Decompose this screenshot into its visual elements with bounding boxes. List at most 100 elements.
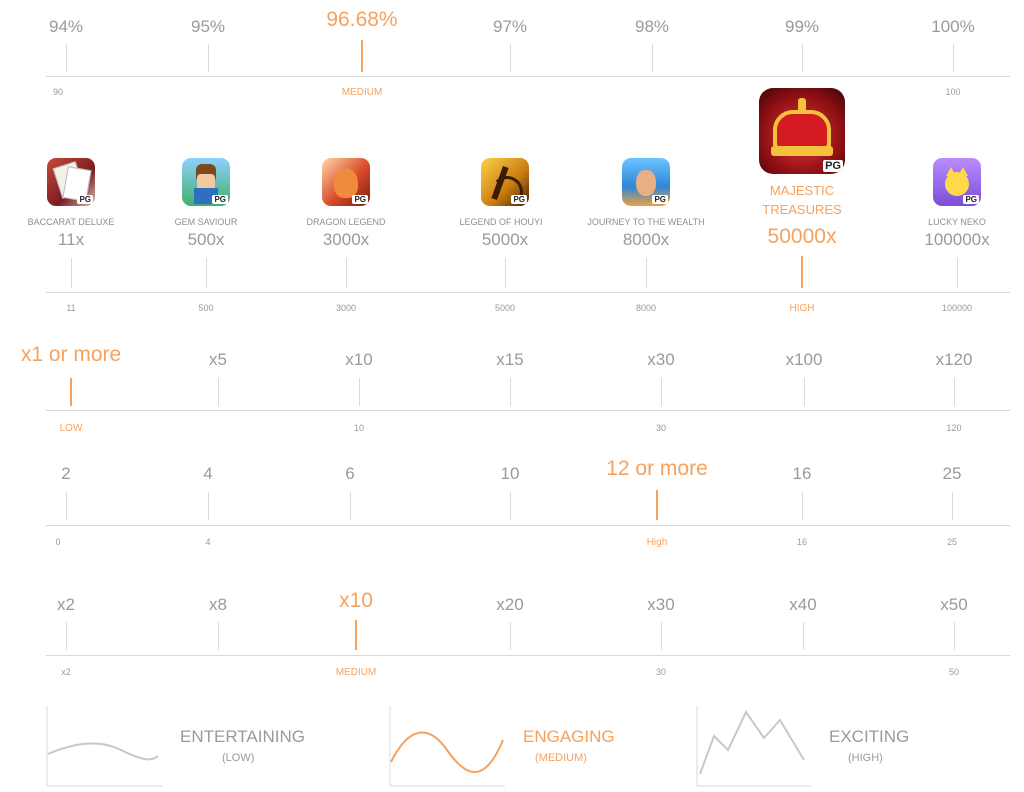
axis-label: 30 — [655, 423, 667, 433]
game-value: 11x — [57, 230, 85, 249]
axis-line — [46, 655, 1010, 656]
axis-label: 3000 — [335, 303, 357, 313]
tick — [804, 378, 805, 406]
rtp-label-100: 100% — [931, 17, 975, 36]
row3-label: x5 — [209, 350, 227, 369]
axis-label-left: 90 — [52, 87, 64, 97]
axis-label-medium: MEDIUM — [341, 87, 383, 98]
row4-label-highlight: 12 or more — [606, 457, 708, 480]
tick — [661, 378, 662, 406]
tick — [346, 258, 347, 288]
row3-label: x10 — [345, 350, 373, 369]
game-name-baccarat: BACCARAT DELUXE — [27, 217, 115, 227]
tick-highlight — [656, 490, 658, 520]
legend-sub-low: (LOW) — [222, 752, 255, 764]
tick — [952, 492, 953, 520]
axis-label: 50 — [948, 667, 960, 677]
row5-label: x20 — [496, 595, 524, 614]
row4-label: 16 — [792, 464, 812, 483]
tick — [661, 622, 662, 650]
tick — [510, 622, 511, 650]
legend-of-houyi-icon[interactable]: PG — [481, 158, 529, 206]
tick-highlight — [801, 256, 803, 288]
axis-label: x2 — [61, 667, 71, 677]
game-name-gem-saviour: GEM SAVIOUR — [174, 217, 238, 227]
axis-line — [46, 410, 1010, 411]
tick — [218, 378, 219, 406]
majestic-treasures-icon[interactable]: PG — [759, 88, 845, 174]
tick — [71, 258, 72, 288]
tick — [350, 492, 351, 520]
row4-label: 4 — [203, 464, 213, 483]
axis-label: 0 — [55, 537, 61, 547]
axis-label: 5000 — [494, 303, 516, 313]
axis-label: 11 — [66, 303, 76, 313]
tick — [510, 492, 511, 520]
row4-label: 6 — [345, 464, 355, 483]
axis-line — [46, 525, 1010, 526]
axis-label: 8000 — [635, 303, 657, 313]
tick — [66, 44, 67, 72]
tick — [957, 258, 958, 288]
row5-label: x2 — [57, 595, 75, 614]
tick — [953, 44, 954, 72]
row4-label: 2 — [61, 464, 71, 483]
low-volatility-wave-icon — [46, 706, 162, 787]
tick — [510, 44, 511, 72]
tick-highlight — [355, 620, 357, 650]
axis-label-right: 100 — [945, 87, 961, 97]
rtp-label-94: 94% — [48, 17, 84, 36]
dragon-legend-icon[interactable]: PG — [322, 158, 370, 206]
row4-label: 25 — [942, 464, 962, 483]
tick-highlight — [70, 378, 72, 406]
rtp-label-99: 99% — [784, 17, 820, 36]
tick — [359, 378, 360, 406]
axis-label-high: High — [646, 537, 668, 548]
row3-label-highlight: x1 or more — [20, 343, 122, 366]
axis-label: 25 — [946, 537, 958, 547]
medium-volatility-wave-icon — [389, 706, 505, 787]
tick — [208, 492, 209, 520]
tick — [206, 258, 207, 288]
axis-label: 30 — [655, 667, 667, 677]
game-name-lucky-neko: LUCKY NEKO — [928, 217, 986, 227]
row4-label: 10 — [500, 464, 520, 483]
game-name-houyi: LEGEND OF HOUYI — [459, 217, 543, 227]
game-value: 100000x — [924, 230, 990, 249]
axis-label: 100000 — [941, 303, 973, 313]
game-name-majestic-line2: TREASURES — [762, 202, 842, 217]
legend-title-high: EXCITING — [829, 727, 910, 746]
axis-line — [46, 76, 1010, 77]
row3-label: x15 — [496, 350, 524, 369]
tick — [646, 258, 647, 288]
tick-highlight — [361, 40, 363, 72]
legend-sub-high: (HIGH) — [848, 752, 883, 764]
tick — [66, 492, 67, 520]
axis-label: 16 — [796, 537, 808, 547]
rtp-label-highlight: 96.68% — [326, 8, 398, 31]
game-value: 500x — [187, 230, 225, 249]
row3-label: x30 — [647, 350, 675, 369]
game-name-journey: JOURNEY TO THE WEALTH — [587, 217, 705, 227]
axis-label: 10 — [353, 423, 365, 433]
tick — [954, 378, 955, 406]
tick — [954, 622, 955, 650]
axis-line — [46, 292, 1010, 293]
row5-label-highlight: x10 — [339, 589, 373, 612]
tick — [803, 622, 804, 650]
axis-label-high: HIGH — [789, 303, 815, 314]
axis-label: 120 — [946, 423, 962, 433]
game-value: 8000x — [622, 230, 670, 249]
axis-label-medium: MEDIUM — [335, 667, 377, 678]
game-name-dragon-legend: DRAGON LEGEND — [306, 217, 386, 227]
tick — [208, 44, 209, 72]
baccarat-deluxe-icon[interactable]: PG — [47, 158, 95, 206]
tick — [652, 44, 653, 72]
tick — [66, 622, 67, 650]
tick — [802, 492, 803, 520]
gem-saviour-icon[interactable]: PG — [182, 158, 230, 206]
journey-to-the-wealth-icon[interactable]: PG — [622, 158, 670, 206]
lucky-neko-icon[interactable]: PG — [933, 158, 981, 206]
game-value-highlight: 50000x — [767, 225, 837, 248]
row5-label: x8 — [209, 595, 227, 614]
